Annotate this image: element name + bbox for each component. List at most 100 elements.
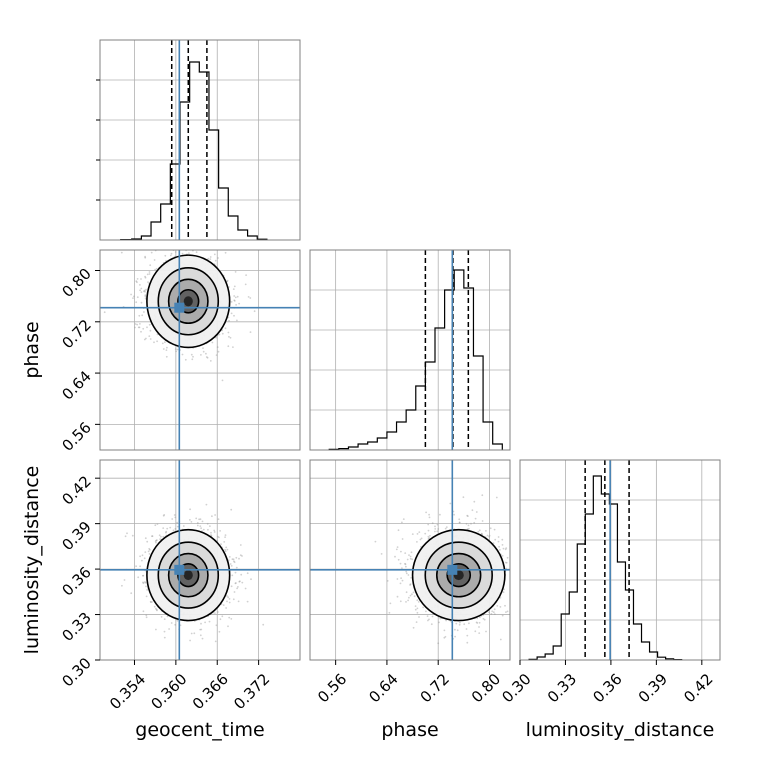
panel-frame (99, 39, 301, 241)
hist-bar (553, 646, 561, 660)
hist-bar (238, 230, 248, 240)
sample-point (405, 601, 407, 603)
sample-point (232, 346, 234, 348)
sample-point (410, 551, 413, 554)
x-tick-label-geocent-time: 0.366 (189, 670, 232, 713)
sample-point (229, 563, 232, 565)
sample-point (231, 574, 234, 577)
sample-point (232, 288, 235, 290)
sample-point (206, 356, 209, 359)
sample-point (504, 561, 507, 564)
sample-point (407, 599, 409, 602)
sample-point (124, 535, 127, 538)
sample-point (155, 247, 157, 249)
hist-bar (650, 652, 658, 660)
sample-point (224, 251, 227, 254)
sample-point (233, 285, 236, 288)
sample-point (166, 527, 169, 530)
sample-point (228, 556, 231, 558)
sample-point (488, 611, 490, 614)
sample-point (137, 576, 140, 579)
sample-point (190, 521, 193, 523)
y-tick-label-phase: 0.64 (58, 367, 94, 403)
sample-point (176, 521, 179, 524)
sample-point (249, 297, 252, 299)
sample-point (135, 280, 138, 283)
sample-point (239, 544, 242, 546)
sample-point (250, 578, 252, 581)
sample-point (174, 516, 177, 519)
scatter-panel-geocent-time-vs-luminosity-distance (99, 459, 301, 661)
sample-point (516, 549, 518, 551)
sample-point (208, 620, 211, 623)
x-tick-label-geocent-time: 0.372 (230, 670, 273, 713)
sample-point (170, 252, 173, 255)
sample-point (164, 341, 166, 344)
sample-point (232, 598, 235, 601)
sample-point (146, 273, 149, 276)
sample-point (162, 514, 165, 517)
sample-point (134, 326, 136, 329)
sample-point (488, 534, 491, 537)
sample-point (172, 247, 174, 249)
sample-point (449, 502, 452, 505)
sample-point (400, 577, 402, 580)
sample-point (181, 353, 184, 356)
x-tick-label-phase: 0.72 (417, 670, 453, 706)
sample-point (485, 630, 487, 633)
sample-point (202, 347, 204, 349)
sample-point (148, 273, 151, 275)
hist-bar (464, 288, 474, 450)
sample-point (205, 352, 207, 355)
sample-point (213, 529, 216, 532)
sample-point (246, 600, 249, 603)
sample-point (217, 257, 219, 259)
sample-point (427, 523, 430, 526)
sample-point (511, 566, 513, 568)
sample-point (502, 547, 505, 550)
x-axis-label-phase: phase (381, 719, 438, 741)
contour-line (446, 562, 472, 588)
sample-point (165, 531, 167, 534)
sample-point (419, 538, 422, 541)
sample-point (139, 284, 141, 286)
panel-frame (519, 459, 721, 661)
x-axis-label-luminosity-distance: luminosity_distance (526, 719, 715, 741)
sample-point (138, 314, 141, 317)
sample-point (144, 290, 146, 293)
sample-point (502, 591, 505, 594)
sample-point (141, 559, 143, 562)
sample-point (145, 614, 148, 617)
x-tick-label-luminosity-distance: 0.42 (680, 670, 716, 706)
sample-point (166, 615, 169, 618)
sample-point (144, 581, 146, 583)
sample-point (474, 630, 477, 633)
hist-bar (617, 562, 625, 660)
sample-point (411, 533, 414, 535)
sample-point (495, 496, 498, 499)
histogram-panel-geocent-time (96, 39, 301, 241)
sample-point (493, 528, 496, 531)
density-level (183, 296, 193, 307)
sample-point (165, 355, 168, 358)
sample-point (394, 555, 396, 558)
sample-point (205, 356, 208, 358)
hist-bar (219, 188, 229, 240)
sample-point (397, 529, 400, 532)
sample-point (191, 358, 194, 361)
sample-point (154, 524, 157, 527)
sample-point (463, 623, 466, 626)
sample-point (401, 579, 404, 582)
sample-point (170, 247, 172, 249)
hist-bar (209, 130, 219, 240)
sample-point (170, 622, 173, 624)
sample-point (416, 611, 419, 614)
sample-point (458, 518, 461, 521)
sample-point (190, 353, 193, 356)
sample-point (162, 535, 165, 538)
sample-point (485, 530, 487, 532)
sample-point (156, 539, 158, 541)
sample-point (444, 527, 447, 530)
sample-point (145, 616, 148, 619)
sample-point (153, 605, 156, 608)
